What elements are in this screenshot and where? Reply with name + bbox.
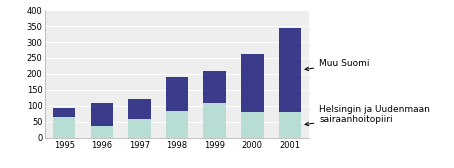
Bar (166, 111, 188, 138)
Bar (241, 112, 264, 138)
Text: Muu Suomi: Muu Suomi (305, 59, 370, 71)
Bar (128, 119, 151, 138)
Bar (279, 112, 301, 138)
Bar (166, 77, 188, 111)
Bar (203, 103, 226, 138)
Bar (241, 54, 264, 112)
Bar (128, 99, 151, 119)
Bar (53, 117, 75, 138)
Bar (90, 126, 113, 138)
Text: Helsingin ja Uudenmaan
sairaanhoitopiiri: Helsingin ja Uudenmaan sairaanhoitopiiri (305, 105, 430, 126)
Bar (203, 71, 226, 103)
Bar (53, 108, 75, 117)
Bar (90, 103, 113, 126)
Bar (279, 28, 301, 112)
